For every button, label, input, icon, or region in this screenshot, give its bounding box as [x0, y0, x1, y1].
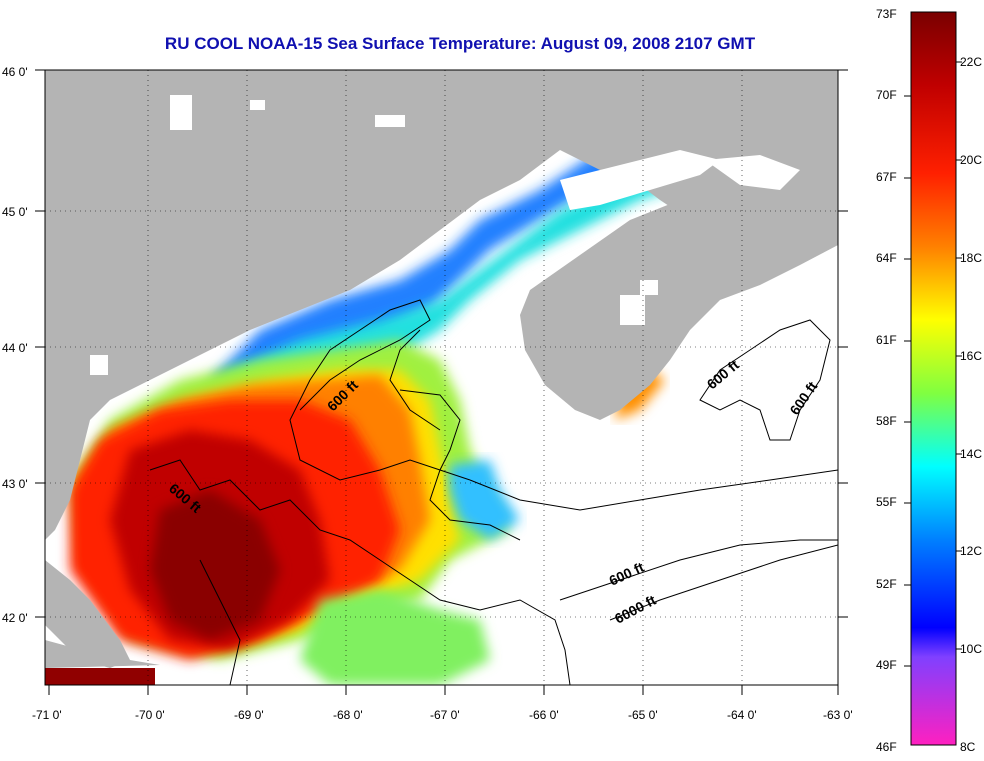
colorbar-f-label: 64F: [876, 251, 897, 265]
lon-tick-label: -69 0': [234, 708, 264, 722]
lat-tick-label: 43 0': [2, 477, 28, 491]
colorbar-f-label: 70F: [876, 88, 897, 102]
colorbar-c-label: 16C: [960, 349, 982, 363]
lon-tick-label: -63 0': [823, 708, 853, 722]
colorbar-c-label: 12C: [960, 544, 982, 558]
lon-tick-label: -71 0': [32, 708, 62, 722]
colorbar-c-labels: 22C 20C 18C 16C 14C 12C 10C 8C: [960, 55, 982, 754]
bathymetry-contours: [149, 299, 838, 685]
graticule: [45, 70, 838, 685]
land: [45, 70, 838, 668]
cloud-mask: [90, 95, 800, 375]
lat-tick-label: 42 0': [2, 611, 28, 625]
colorbar-c-label: 18C: [960, 251, 982, 265]
lat-tick-label: 45 0': [2, 205, 28, 219]
lat-tick-label: 44 0': [2, 341, 28, 355]
map-area: 600 ft 600 ft 600 ft 600 ft 600 ft 6000 …: [45, 70, 838, 685]
colorbar-c-label: 22C: [960, 55, 982, 69]
colorbar-f-label: 67F: [876, 170, 897, 184]
map-frame: [44, 69, 839, 686]
colorbar-f-label: 46F: [876, 740, 897, 754]
map-title: RU COOL NOAA-15 Sea Surface Temperature:…: [164, 34, 756, 53]
lon-tick-label: -68 0': [333, 708, 363, 722]
colorbar-f-label: 55F: [876, 495, 897, 509]
lat-labels: 46 0' 45 0' 44 0' 43 0' 42 0': [2, 65, 28, 625]
colorbar-f-label: 52F: [876, 577, 897, 591]
colorbar-c-label: 8C: [960, 740, 976, 754]
colorbar-f-label: 61F: [876, 333, 897, 347]
colorbar-f-label: 49F: [876, 658, 897, 672]
colorbar-c-label: 20C: [960, 153, 982, 167]
colorbar-f-label: 73F: [876, 7, 897, 21]
colorbar-c-label: 14C: [960, 447, 982, 461]
colorbar-gradient: [911, 12, 956, 745]
lon-tick-label: -64 0': [727, 708, 757, 722]
lon-tick-label: -70 0': [135, 708, 165, 722]
lat-tick-label: 46 0': [2, 65, 28, 79]
lon-tick-label: -66 0': [529, 708, 559, 722]
colorbar: 73F 70F 67F 64F 61F 58F 55F 52F 49F 46F …: [876, 7, 982, 754]
lon-labels: -71 0' -70 0' -69 0' -68 0' -67 0' -66 0…: [32, 708, 853, 722]
colorbar-f-label: 58F: [876, 414, 897, 428]
lon-tick-label: -65 0': [628, 708, 658, 722]
axis-ticks: [35, 69, 848, 695]
lon-tick-label: -67 0': [430, 708, 460, 722]
colorbar-f-labels: 73F 70F 67F 64F 61F 58F 55F 52F 49F 46F: [876, 7, 897, 754]
colorbar-c-label: 10C: [960, 642, 982, 656]
